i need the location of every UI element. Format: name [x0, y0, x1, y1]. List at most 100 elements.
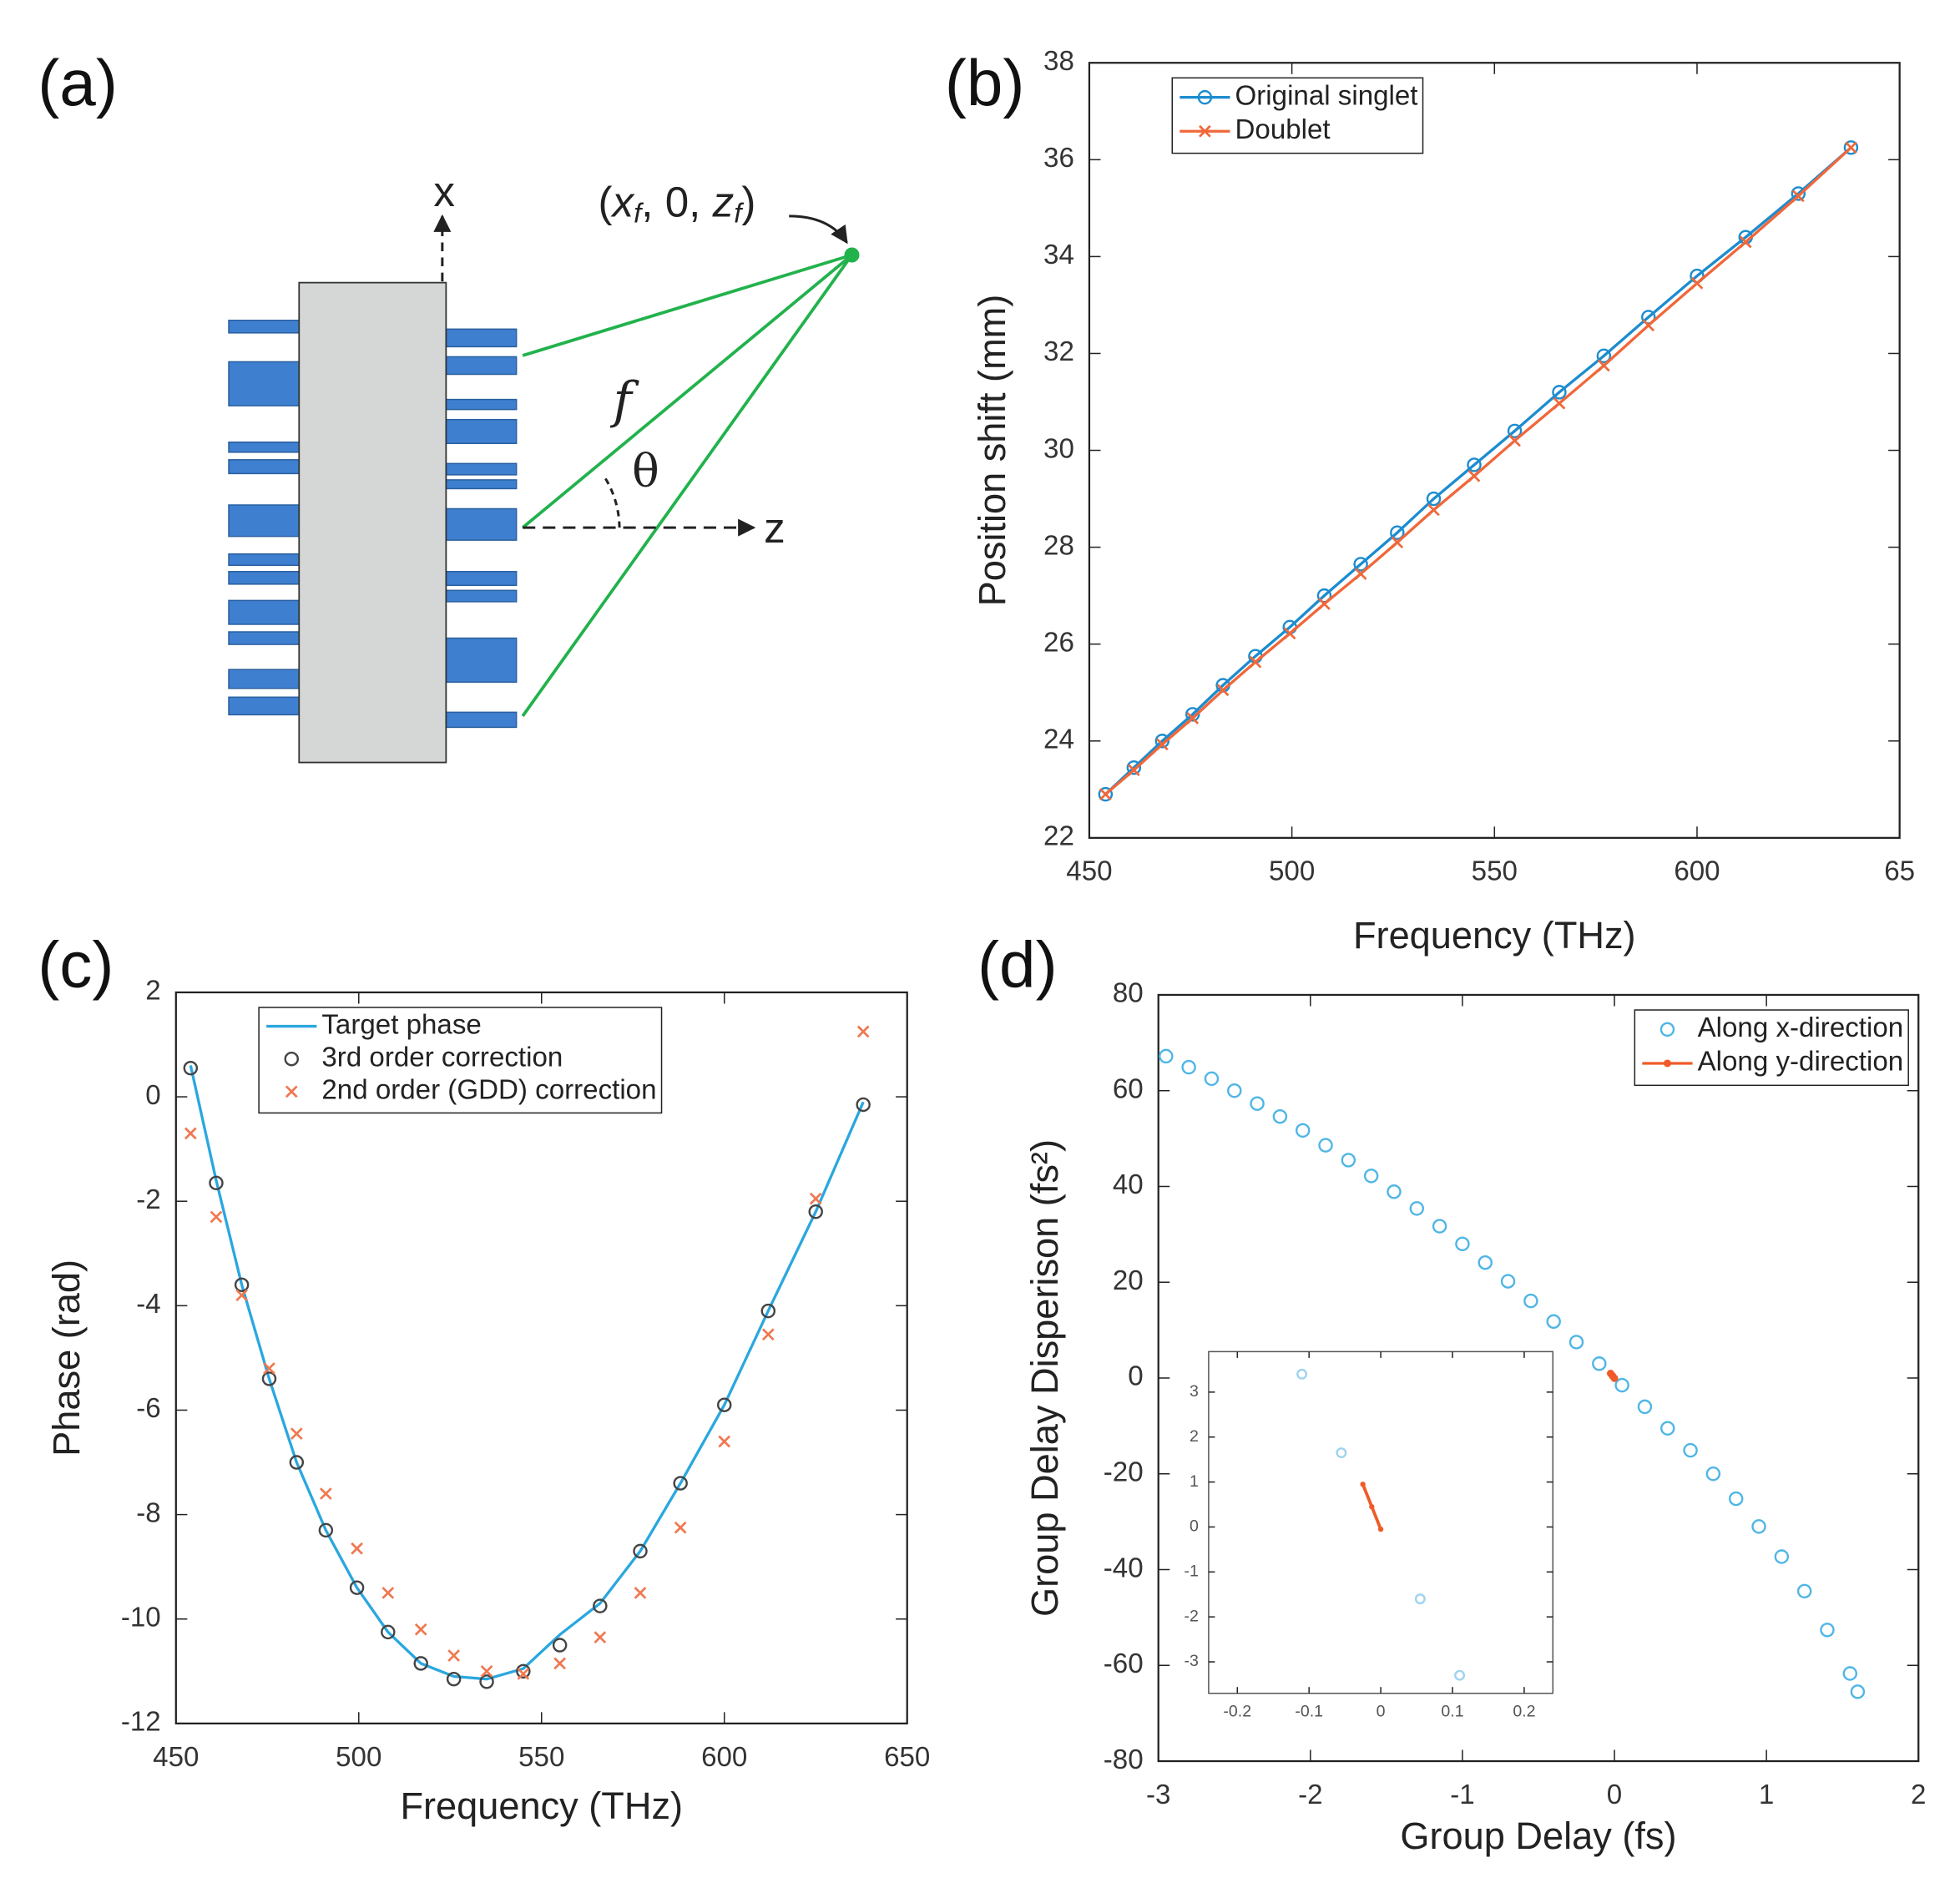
plot-frame [1208, 1350, 1554, 1694]
marker-cross [1099, 788, 1112, 800]
y-tick-label: 3 [1190, 1382, 1199, 1401]
marker-circle [1596, 348, 1612, 364]
x-tick-label: 0.2 [1513, 1702, 1535, 1720]
focal-length-label: f [610, 371, 640, 430]
marker-cross [1318, 598, 1331, 610]
marker-circle [479, 1674, 494, 1689]
marker-cross [235, 1289, 248, 1302]
marker-circle [1296, 1368, 1308, 1380]
marker-circle [1850, 1684, 1866, 1699]
angle-label: θ [632, 445, 659, 497]
marker-circle [1500, 1274, 1516, 1289]
legend-label: Doublet [1235, 114, 1331, 145]
marker-circle [1363, 1169, 1379, 1184]
marker-circle [1552, 385, 1567, 400]
legend-entry: 2nd order (GDD) correction [285, 1075, 657, 1106]
marker-cross [263, 1362, 275, 1375]
marker-circle [209, 1175, 224, 1191]
marker-cross [1199, 124, 1211, 138]
x-tick-label: 600 [701, 1742, 747, 1773]
marker-cross [1739, 235, 1752, 249]
marker-cross [1467, 469, 1481, 482]
x-tick-label: -1 [1450, 1780, 1474, 1810]
focal-coordinate: (xf, 0, zf) [598, 178, 755, 229]
marker-circle [1318, 1138, 1333, 1153]
marker-circle [183, 1060, 199, 1076]
x-tick-label: -0.2 [1223, 1702, 1251, 1720]
marker-circle [673, 1476, 688, 1491]
text-part: , 0, [641, 178, 712, 225]
marker-circle [1353, 557, 1368, 572]
legend-entry: 3rd order correction [284, 1042, 563, 1073]
y-tick-label: -8 [136, 1497, 160, 1528]
marker-circle [1336, 1447, 1347, 1459]
text-part: x [610, 178, 636, 225]
y-tick-label: 0 [145, 1080, 160, 1111]
marker-circle [1637, 1399, 1653, 1415]
marker-circle [1569, 1335, 1584, 1350]
marker-circle [1820, 1623, 1835, 1638]
y-tick-label: -1 [1184, 1562, 1198, 1580]
x-tick-label: -2 [1298, 1780, 1322, 1810]
x-tick-label: 0 [1607, 1780, 1622, 1810]
marker-circle [1507, 423, 1523, 439]
marker-circle [1387, 1184, 1402, 1199]
marker-circle [381, 1624, 396, 1640]
marker-cross [1186, 712, 1200, 724]
y-tick-label: 40 [1113, 1169, 1144, 1200]
marker-cross [381, 1587, 395, 1599]
marker-cross [1391, 536, 1404, 549]
substrate [298, 281, 447, 764]
marker-circle [1098, 786, 1114, 802]
x-tick-label: 65 [1884, 856, 1915, 887]
marker-cross [285, 1085, 298, 1098]
y-tick-label: 0 [1128, 1361, 1143, 1392]
marker-circle [1454, 1669, 1466, 1681]
marker-circle [1409, 1201, 1425, 1216]
panel-label: (d) [977, 928, 1058, 1002]
x-tick-label: 0 [1377, 1702, 1386, 1720]
marker-cross [674, 1521, 687, 1534]
marker-cross [1354, 568, 1367, 580]
chart-panel: 450 500 550 600 65 22 24 26 28 30 32 34 36 38 (b) Frequ… [945, 46, 1915, 957]
marker-circle [1227, 1083, 1242, 1098]
marker-circle [1426, 491, 1442, 507]
y-tick-label: -6 [136, 1393, 160, 1424]
x-tick-label: -3 [1146, 1780, 1170, 1810]
legend-label: Target phase [321, 1009, 481, 1040]
y-axis-label: Group Delay Disperison (fs²) [1023, 1139, 1066, 1617]
y-tick-label: 0 [1190, 1517, 1199, 1536]
y-tick-label: -4 [136, 1289, 160, 1320]
marker-cross [1597, 359, 1610, 372]
marker-circle [516, 1663, 531, 1679]
marker-circle [1181, 1059, 1196, 1075]
y-tick-label: -2 [136, 1184, 160, 1215]
marker-cross [761, 1328, 775, 1341]
legend-box [258, 1007, 663, 1114]
x-axis-label: Frequency (THz) [1353, 914, 1636, 957]
x-axis-label: Frequency (THz) [400, 1785, 683, 1827]
marker-circle [1728, 1491, 1744, 1507]
marker-cross [634, 1587, 647, 1599]
marker-cross [414, 1623, 427, 1636]
marker-circle [1455, 1236, 1470, 1252]
x-tick-label: 550 [518, 1742, 564, 1773]
marker-cross [1553, 396, 1566, 410]
marker-circle [1791, 186, 1806, 201]
marker-cross [718, 1435, 731, 1448]
marker-circle [593, 1598, 608, 1613]
marker-circle [1660, 1421, 1675, 1436]
marker-cross [1127, 764, 1140, 776]
marker-cross [184, 1127, 197, 1140]
y-tick-label: -3 [1184, 1652, 1199, 1670]
y-tick-label: -80 [1104, 1744, 1144, 1775]
legend-entry: Original singlet [1180, 80, 1418, 111]
marker-circle [760, 1303, 776, 1319]
y-tick-label: -10 [121, 1602, 161, 1633]
focal-pointer [789, 215, 848, 245]
marker-circle [1796, 1583, 1812, 1599]
marker-circle [1467, 457, 1482, 472]
marker-circle [1843, 140, 1859, 155]
